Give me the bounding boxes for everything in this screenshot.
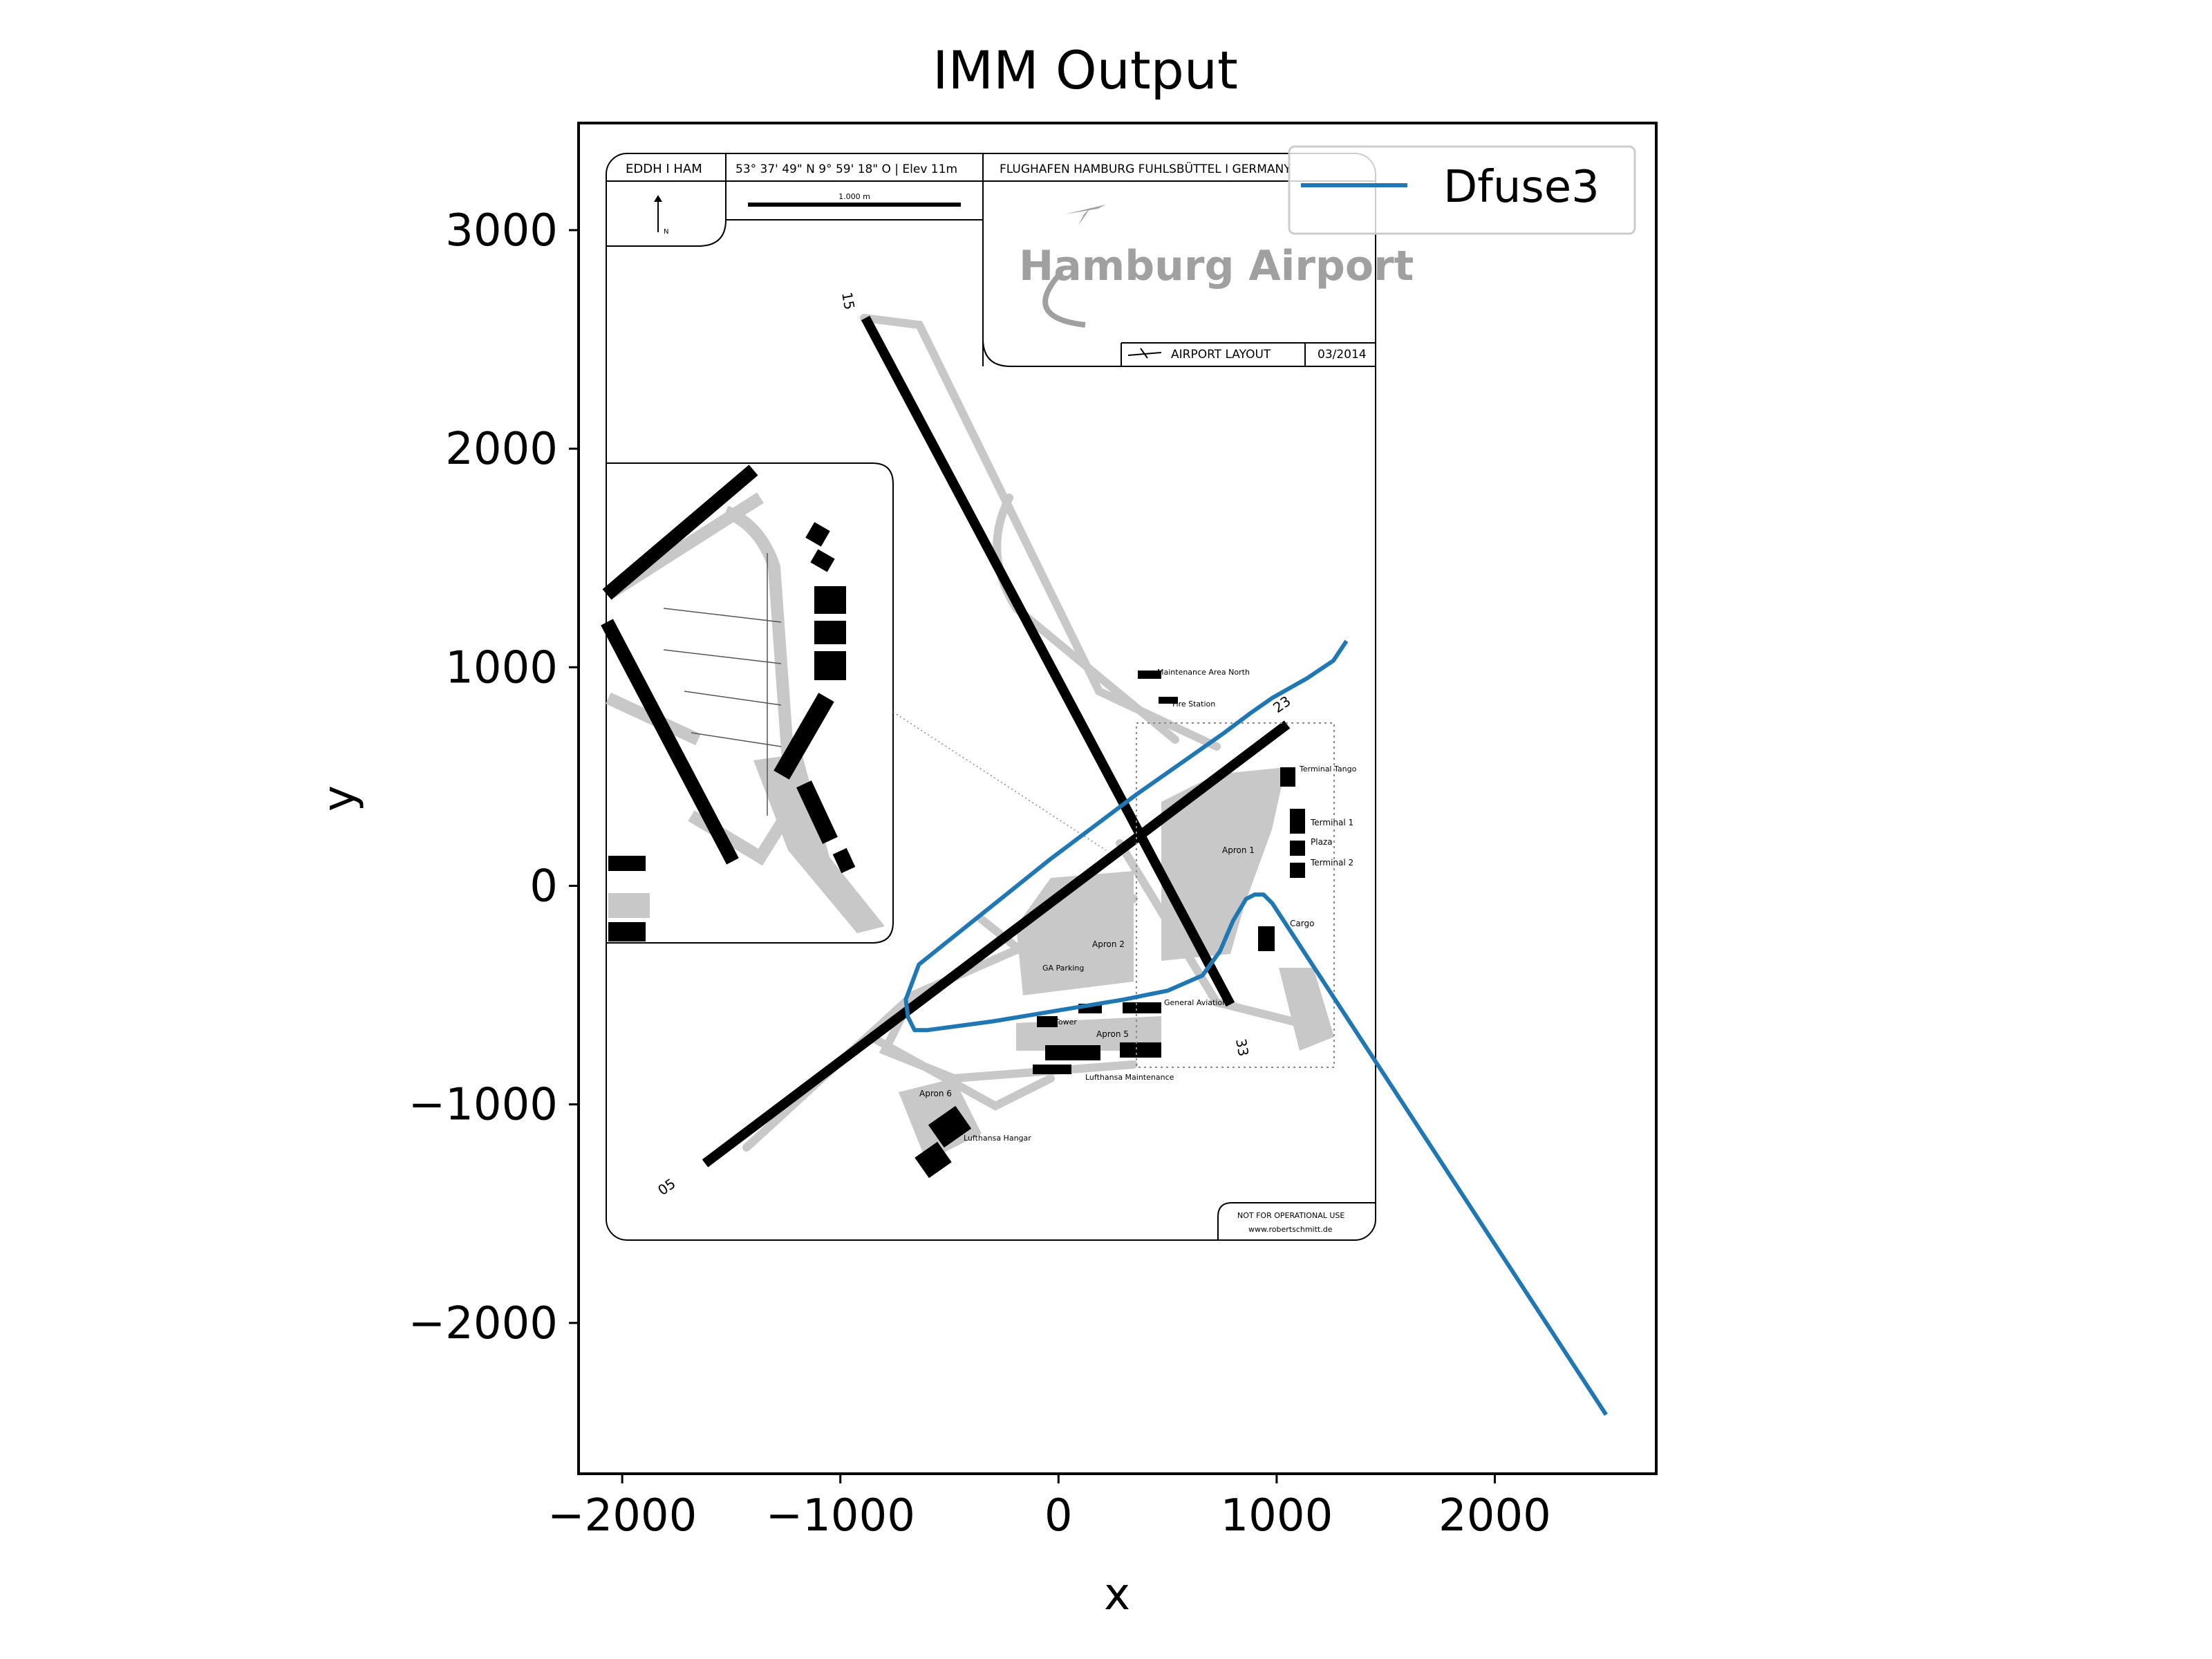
map-layout-date: 03/2014 — [1318, 348, 1367, 362]
map-cargo: Cargo — [1290, 919, 1314, 928]
x-axis-label: x — [1104, 1569, 1130, 1620]
map-tower: Tower — [1054, 1018, 1077, 1027]
map-lh-maint: Lufthansa Maintenance — [1085, 1073, 1174, 1082]
map-apron6: Apron 6 — [919, 1089, 952, 1098]
y-tick-label: 3000 — [445, 205, 558, 256]
map-ga: GA Parking — [1042, 964, 1084, 973]
map-maint-north: Maintenance Area North — [1157, 668, 1250, 677]
map-lh-hangar: Lufthansa Hangar — [964, 1134, 1031, 1143]
map-rw15: 15 — [838, 291, 858, 311]
x-tick-label: 0 — [1044, 1490, 1073, 1541]
y-tick-label: −1000 — [409, 1080, 559, 1131]
map-north-label: N — [664, 228, 668, 236]
x-tick-label: 2000 — [1438, 1490, 1551, 1541]
y-tick-label: 2000 — [445, 424, 558, 475]
map-apron5: Apron 5 — [1096, 1029, 1129, 1039]
map-header-code: EDDH I HAM — [626, 162, 702, 176]
airport-map-image: EDDH I HAM 53° 37' 49" N 9° 59' 18" O | … — [601, 153, 1414, 1241]
map-fire: Fire Station — [1172, 700, 1215, 709]
y-axis-label: y — [314, 785, 365, 812]
map-apron1: Apron 1 — [1222, 845, 1255, 855]
map-scale-label: 1.000 m — [838, 192, 870, 201]
x-tick-label: 1000 — [1220, 1490, 1333, 1541]
x-tick-label: −1000 — [765, 1490, 915, 1541]
map-rw33: 33 — [1232, 1038, 1252, 1058]
map-header-coords: 53° 37' 49" N 9° 59' 18" O | Elev 11m — [735, 162, 957, 176]
y-tick-label: 0 — [529, 861, 558, 912]
series-line-dfuse3 — [903, 639, 1608, 1416]
map-logo-text: Hamburg Airport — [1019, 242, 1414, 290]
map-general-aviation: General Aviation — [1164, 998, 1227, 1007]
map-website: www.robertschmitt.de — [1248, 1225, 1333, 1234]
map-plaza: Plaza — [1311, 837, 1333, 847]
legend-label-dfuse3: Dfuse3 — [1443, 162, 1600, 213]
map-disclaimer: NOT FOR OPERATIONAL USE — [1237, 1211, 1344, 1220]
map-terminal1: Terminal 1 — [1310, 818, 1353, 827]
map-terminal2: Terminal 2 — [1310, 858, 1353, 868]
map-tango: Terminal Tango — [1299, 765, 1357, 774]
chart-title: IMM Output — [932, 39, 1238, 101]
axes-frame — [577, 122, 1658, 1475]
y-axis-ticks: −2000 −1000 0 1000 2000 3000 — [409, 205, 579, 1349]
map-apron2: Apron 2 — [1092, 939, 1125, 949]
map-header-name: FLUGHAFEN HAMBURG FUHLSBÜTTEL I GERMANY — [1000, 161, 1291, 176]
legend: Dfuse3 — [1288, 145, 1636, 235]
y-tick-label: −2000 — [409, 1298, 559, 1349]
x-axis-ticks: −2000 −1000 0 1000 2000 — [547, 1474, 1551, 1541]
x-tick-label: −2000 — [547, 1490, 697, 1541]
y-tick-label: 1000 — [445, 642, 558, 693]
legend-box — [1288, 145, 1636, 235]
map-layout-label: AIRPORT LAYOUT — [1171, 348, 1271, 362]
